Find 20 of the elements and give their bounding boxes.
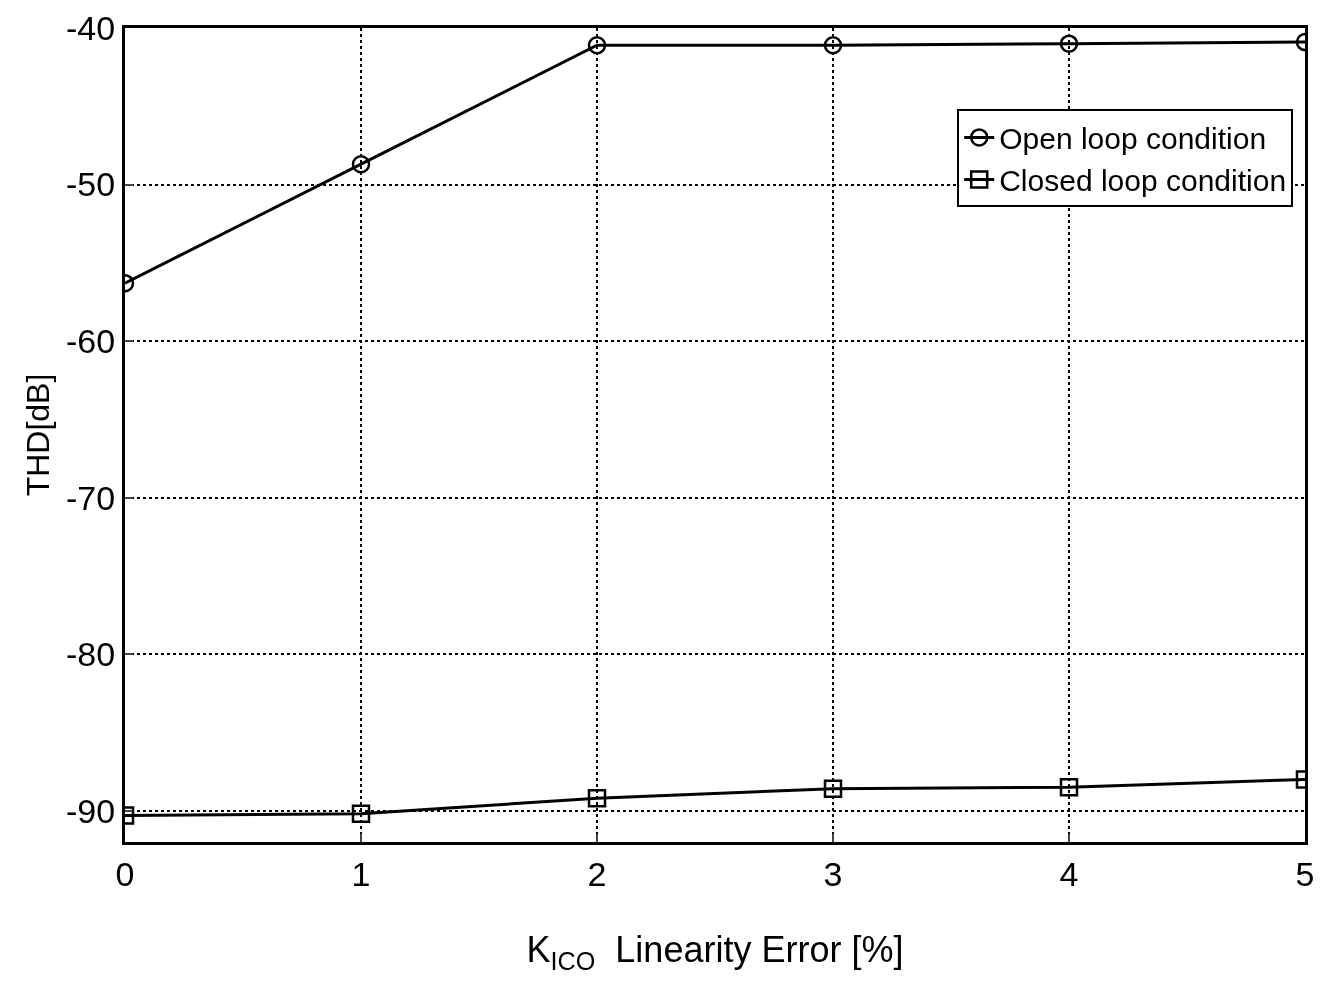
point — [823, 779, 843, 799]
legend-label: Open loop condition — [999, 122, 1267, 156]
legend-label: Closed loop condition — [999, 164, 1287, 198]
point — [587, 35, 607, 55]
x-tick-label: 0 — [115, 854, 135, 893]
point — [587, 788, 607, 808]
y-tick-label: -90 — [66, 791, 116, 830]
x-tick-label: 1 — [351, 854, 371, 893]
x-tick-label: 2 — [587, 854, 607, 893]
y-axis-title: THD[dB] — [20, 373, 56, 497]
y-tick-label: -60 — [66, 321, 116, 360]
x-tick-label: 3 — [823, 854, 843, 893]
y-tick-label: -50 — [66, 165, 116, 204]
y-tick-label: -80 — [66, 635, 116, 674]
x-tick-label: 4 — [1059, 854, 1079, 893]
y-tick-label: -40 — [66, 8, 116, 47]
x-tick-label: 5 — [1295, 854, 1315, 893]
y-tick-label: -70 — [66, 478, 116, 517]
point — [823, 35, 843, 55]
x-axis-title: K$_{ICO}$ Linearity Error [%] — [526, 929, 904, 975]
